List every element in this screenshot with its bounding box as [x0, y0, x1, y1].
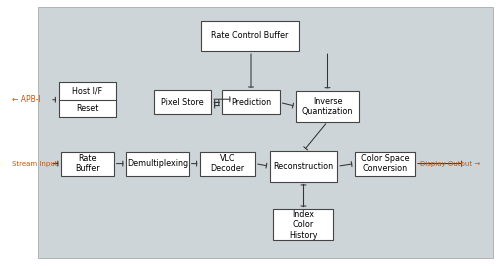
Text: Reset: Reset [76, 104, 98, 113]
Bar [201, 21, 298, 51]
Text: Color Space
Conversion: Color Space Conversion [361, 154, 409, 173]
Text: Demultiplexing: Demultiplexing [127, 159, 188, 168]
Bar [355, 152, 415, 176]
Text: Pixel Store: Pixel Store [161, 98, 204, 107]
Bar [59, 82, 116, 117]
Bar [222, 90, 280, 114]
Bar [126, 152, 189, 176]
Text: Prediction: Prediction [231, 98, 271, 107]
Text: Display Output →: Display Output → [420, 161, 480, 167]
Text: Rate Control Buffer: Rate Control Buffer [212, 31, 288, 40]
Text: Index
Color
History: Index Color History [289, 210, 318, 240]
Bar [296, 91, 359, 122]
Bar [61, 152, 114, 176]
Bar [270, 151, 337, 182]
Text: Reconstruction: Reconstruction [274, 162, 334, 171]
Text: Inverse
Quantization: Inverse Quantization [302, 97, 353, 116]
Text: Rate
Buffer: Rate Buffer [75, 154, 100, 173]
Text: Host I/F: Host I/F [72, 87, 102, 95]
Bar [154, 90, 211, 114]
Text: VLC
Decoder: VLC Decoder [210, 154, 244, 173]
Bar [200, 152, 255, 176]
Text: ← APB-I: ← APB-I [12, 95, 41, 104]
Bar [274, 210, 334, 240]
Text: Stream Input: Stream Input [12, 161, 58, 167]
